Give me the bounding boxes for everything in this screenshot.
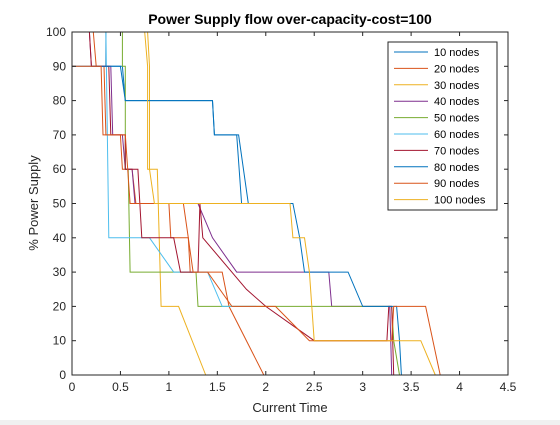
- legend-entry: 100 nodes: [434, 195, 486, 207]
- legend-entry: 10 nodes: [434, 47, 480, 59]
- legend-entry: 60 nodes: [434, 129, 480, 141]
- series-lines: [72, 31, 441, 376]
- x-tick-label: 4.5: [500, 380, 517, 394]
- x-tick-label: 0.5: [112, 380, 129, 394]
- y-tick-label: 20: [53, 299, 67, 313]
- y-tick-label: 0: [59, 368, 66, 382]
- x-axis: 0 0.5 1 1.5 2 2.5 3 3.5 4 4.5: [69, 32, 517, 394]
- y-tick-label: 90: [53, 59, 67, 73]
- x-tick-label: 2.5: [306, 380, 323, 394]
- y-axis-label: % Power Supply: [26, 155, 41, 251]
- y-tick-label: 10: [53, 334, 67, 348]
- series-line-9: [72, 65, 441, 376]
- legend-entry: 30 nodes: [434, 80, 480, 92]
- y-tick-label: 60: [53, 162, 67, 176]
- x-tick-label: 1: [166, 380, 173, 394]
- x-axis-label: Current Time: [252, 400, 327, 415]
- legend: 10 nodes 20 nodes 30 nodes 40 nodes 50 nodes…: [387, 41, 498, 211]
- legend-entry: 20 nodes: [434, 63, 480, 75]
- chart-title: Power Supply flow over-capacity-cost=100: [148, 11, 432, 27]
- y-tick-label: 70: [53, 128, 67, 142]
- series-line-10: [72, 31, 436, 376]
- x-tick-label: 1.5: [209, 380, 226, 394]
- y-tick-label: 40: [53, 231, 67, 245]
- x-tick-label: 2: [262, 380, 269, 394]
- y-tick-label: 80: [53, 94, 67, 108]
- series-line-3: [72, 31, 207, 376]
- legend-entry: 70 nodes: [434, 145, 480, 157]
- legend-box: [387, 41, 498, 211]
- y-tick-label: 50: [53, 197, 67, 211]
- x-tick-label: 3: [359, 380, 366, 394]
- x-tick-label: 0: [69, 380, 76, 394]
- y-tick-label: 30: [53, 265, 67, 279]
- x-tick-label: 4: [456, 380, 463, 394]
- legend-entry: 50 nodes: [434, 113, 480, 125]
- x-tick-label: 3.5: [403, 380, 420, 394]
- legend-entry: 40 nodes: [434, 96, 480, 108]
- y-tick-label: 100: [46, 25, 66, 39]
- legend-entry: 90 nodes: [434, 178, 480, 190]
- y-axis: 0 10 20 30 40 50 60 70 80 90 100: [46, 25, 508, 382]
- legend-entry: 80 nodes: [434, 162, 480, 174]
